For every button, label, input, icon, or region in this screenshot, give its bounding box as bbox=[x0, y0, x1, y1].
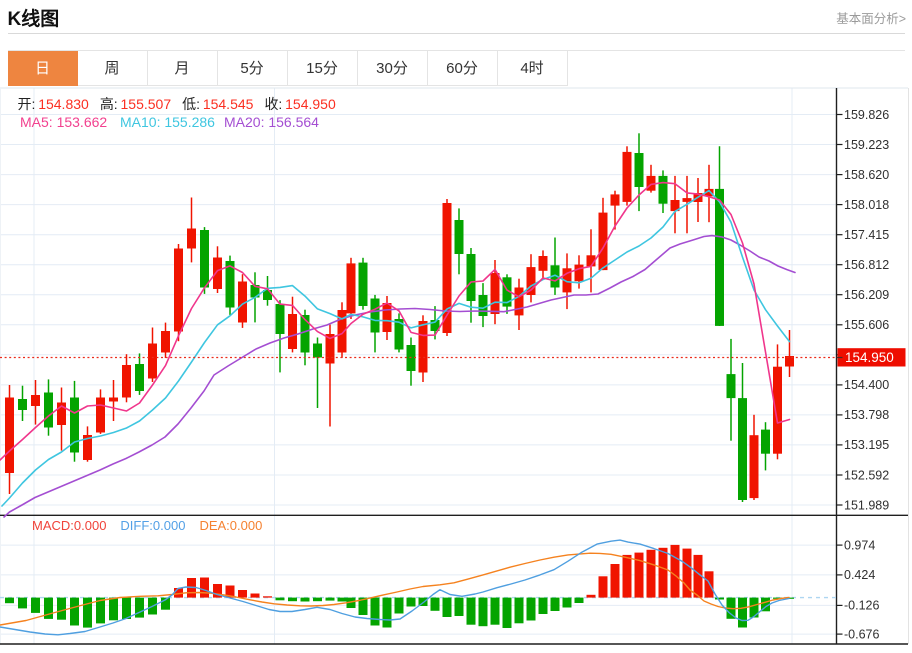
svg-text:158.620: 158.620 bbox=[844, 168, 889, 182]
svg-text:151.989: 151.989 bbox=[844, 498, 889, 512]
svg-text:-0.126: -0.126 bbox=[844, 599, 879, 613]
svg-text:156.812: 156.812 bbox=[844, 258, 889, 272]
svg-text:-0.676: -0.676 bbox=[844, 627, 879, 641]
svg-text:152.592: 152.592 bbox=[844, 468, 889, 482]
svg-text:159.826: 159.826 bbox=[844, 108, 889, 122]
svg-text:0.424: 0.424 bbox=[844, 568, 875, 582]
svg-text:154.400: 154.400 bbox=[844, 378, 889, 392]
svg-text:157.415: 157.415 bbox=[844, 228, 889, 242]
svg-text:155.606: 155.606 bbox=[844, 318, 889, 332]
svg-text:156.209: 156.209 bbox=[844, 288, 889, 302]
svg-text:153.195: 153.195 bbox=[844, 438, 889, 452]
svg-text:154.950: 154.950 bbox=[845, 350, 894, 365]
svg-text:159.223: 159.223 bbox=[844, 138, 889, 152]
svg-text:158.018: 158.018 bbox=[844, 198, 889, 212]
svg-text:153.798: 153.798 bbox=[844, 408, 889, 422]
svg-text:0.974: 0.974 bbox=[844, 538, 875, 552]
